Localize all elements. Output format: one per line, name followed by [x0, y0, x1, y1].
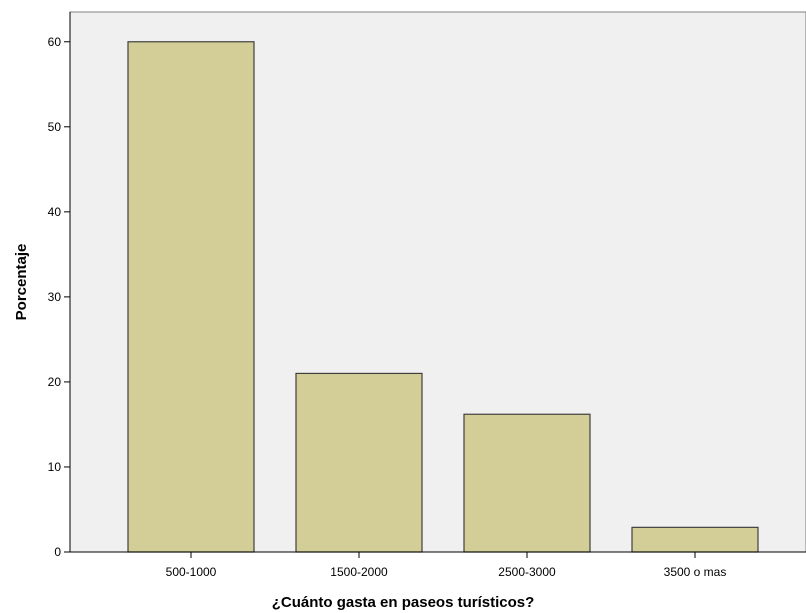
x-axis-title: ¿Cuánto gasta en paseos turísticos?	[272, 594, 535, 611]
bar-3500-o-mas	[631, 526, 759, 553]
y-tick-label: 50	[48, 120, 62, 134]
y-tick-label: 20	[48, 375, 62, 389]
y-tick-label: 30	[48, 290, 62, 304]
bar-500-1000	[127, 41, 255, 553]
y-axis-title: Porcentaje	[13, 244, 30, 321]
x-tick-label: 1500-2000	[330, 565, 388, 579]
bar-2500-3000	[463, 413, 591, 553]
y-tick-label: 0	[54, 545, 61, 559]
y-axis: 0 10 20 30 40 50 60	[48, 12, 71, 559]
y-tick-label: 10	[48, 460, 62, 474]
x-tick-label: 500-1000	[166, 565, 217, 579]
y-tick-label: 40	[48, 205, 62, 219]
x-tick-label: 3500 o mas	[664, 565, 727, 579]
y-tick-label: 60	[48, 35, 62, 49]
x-tick-label: 2500-3000	[498, 565, 556, 579]
bar-1500-2000	[295, 372, 423, 553]
x-axis: 500-1000 1500-2000 2500-3000 3500 o mas	[70, 551, 806, 579]
